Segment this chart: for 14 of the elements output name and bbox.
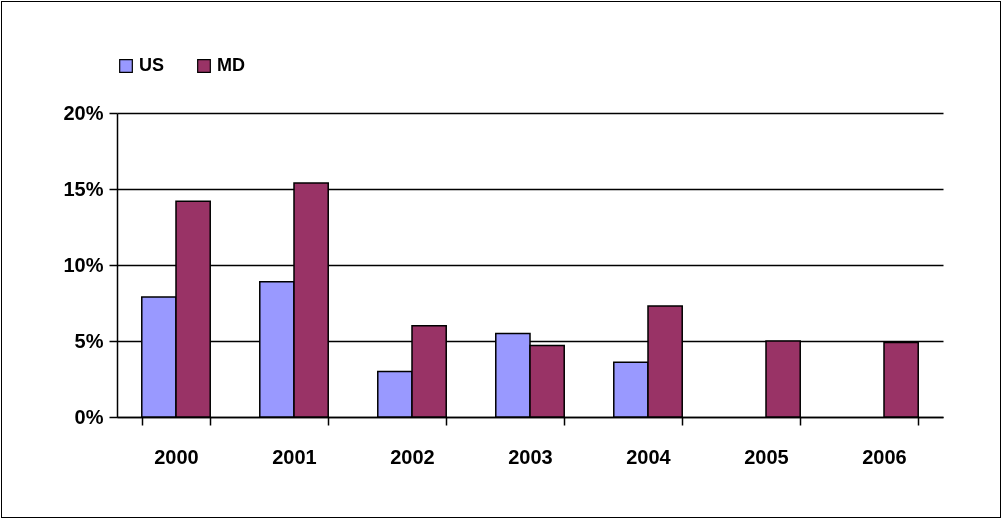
x-tick-label: 2000 [154,445,199,468]
x-tick-label: 2002 [390,445,435,468]
y-tick-label: 10% [63,253,104,276]
legend-label: US [139,55,165,75]
x-tick-label: 2004 [626,445,672,468]
x-tick-label: 2003 [508,445,553,468]
x-tick-label: 2005 [744,445,789,468]
y-tick-label: 0% [74,405,104,428]
legend-label: MD [217,55,245,75]
y-tick-label: 20% [63,101,104,124]
x-tick-label: 2001 [272,445,317,468]
x-tick-label: 2006 [862,445,907,468]
y-tick-label: 15% [63,177,104,200]
y-tick-label: 5% [74,329,104,352]
